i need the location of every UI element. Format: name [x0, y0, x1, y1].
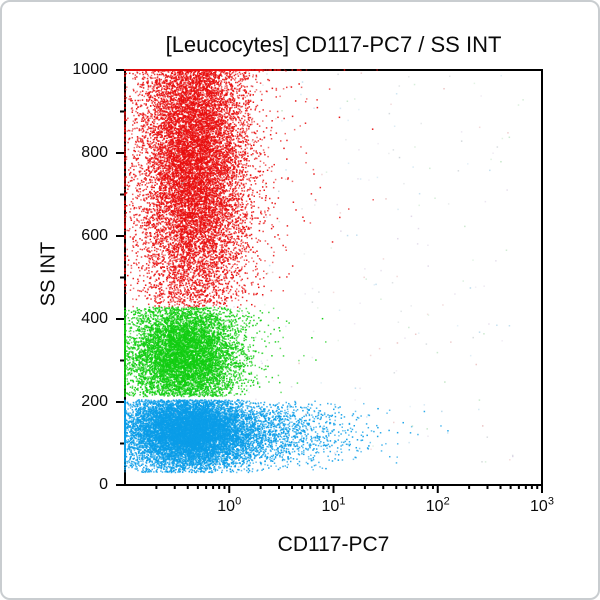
y-axis-tick-label: 200 — [81, 393, 108, 410]
y-axis-tick-label: 1000 — [72, 61, 108, 78]
y-axis-tick-label: 800 — [81, 144, 108, 161]
x-axis-tick-label: 103 — [530, 495, 554, 515]
y-axis-tick-label: 400 — [81, 310, 108, 327]
y-axis-label: SS INT — [37, 241, 60, 307]
x-axis-tick-label: 102 — [425, 495, 450, 515]
y-axis-tick-label: 0 — [99, 476, 108, 493]
x-axis-tick-label: 100 — [217, 495, 242, 515]
y-axis-tick-label: 600 — [81, 227, 108, 244]
x-axis-tick-label: 101 — [321, 495, 346, 515]
x-axis-label: CD117-PC7 — [277, 533, 390, 556]
